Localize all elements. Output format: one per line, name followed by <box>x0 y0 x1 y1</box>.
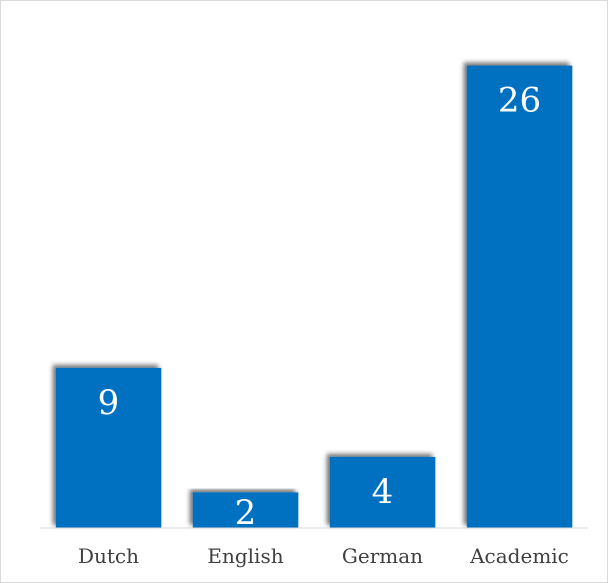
data-label-english: 2 <box>235 493 257 533</box>
ticks-layer: Dutch English German Academic <box>78 544 569 568</box>
x-tick-label-dutch: Dutch <box>78 544 139 568</box>
labels-layer: 9 2 4 26 <box>98 81 541 533</box>
bar-academic <box>466 65 573 528</box>
x-tick-label-academic: Academic <box>469 544 569 568</box>
x-tick-label-german: German <box>342 544 423 568</box>
data-label-dutch: 9 <box>98 383 120 423</box>
x-tick-label-english: English <box>207 544 283 568</box>
bars-layer <box>55 65 573 528</box>
bar-english <box>192 492 299 528</box>
bar-german <box>329 456 436 528</box>
data-label-academic: 26 <box>498 81 541 121</box>
bar-dutch <box>55 367 162 528</box>
data-label-german: 4 <box>372 472 394 512</box>
